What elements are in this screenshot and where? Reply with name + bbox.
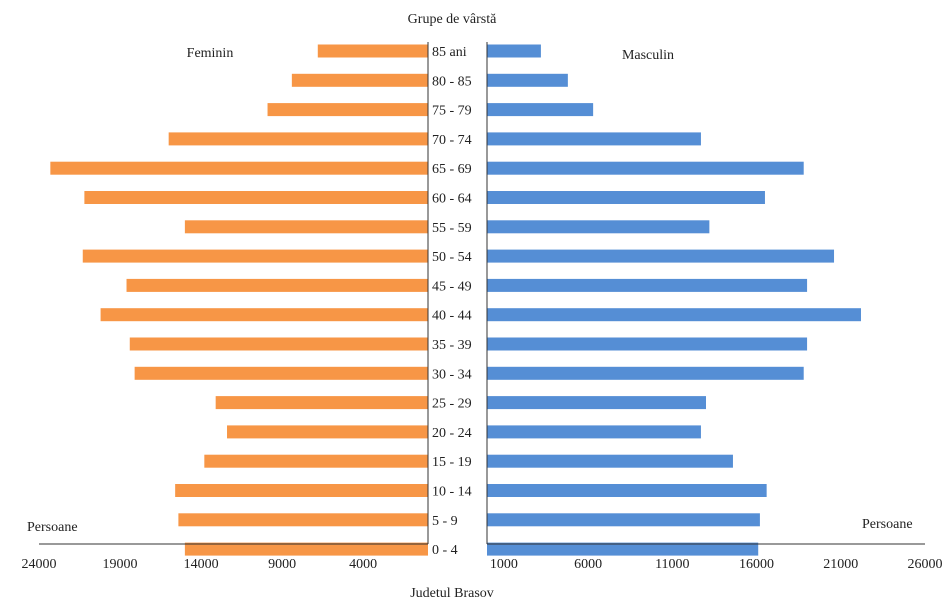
category-label: 50 - 54 — [432, 250, 472, 265]
bar-masculin — [487, 249, 835, 263]
left-tick-label: 24000 — [22, 557, 57, 572]
left-tick-label: 19000 — [103, 557, 138, 572]
category-label: 60 - 64 — [432, 192, 472, 207]
chart-title: Grupe de vârstă — [408, 12, 497, 27]
category-label: 5 - 9 — [432, 514, 458, 529]
left-tick-label: 9000 — [268, 557, 296, 572]
left-tick-label: 14000 — [184, 557, 219, 572]
right-tick-label: 11000 — [655, 557, 689, 572]
right-tick-label: 1000 — [490, 557, 518, 572]
bar-masculin — [487, 396, 706, 410]
category-label: 45 - 49 — [432, 279, 472, 294]
bar-feminin — [178, 513, 428, 527]
bar-feminin — [184, 542, 428, 556]
bar-feminin — [204, 454, 428, 468]
bar-masculin — [487, 366, 804, 380]
right-tick-label: 21000 — [823, 557, 858, 572]
category-label: 25 - 29 — [432, 397, 472, 412]
category-label: 55 - 59 — [432, 221, 472, 236]
bar-feminin — [100, 308, 428, 322]
bar-feminin — [168, 132, 428, 146]
bar-feminin — [84, 191, 428, 204]
bar-feminin — [184, 220, 428, 234]
category-label: 75 - 79 — [432, 104, 472, 119]
bar-masculin — [487, 337, 808, 351]
left-axis-label: Persoane — [27, 520, 78, 535]
legend-masculin: Masculin — [622, 48, 674, 63]
chart-caption: Judetul Brasov — [410, 586, 494, 601]
bar-masculin — [487, 161, 804, 175]
bar-masculin — [487, 484, 767, 497]
bar-masculin — [487, 513, 760, 527]
right-tick-label: 26000 — [908, 557, 943, 572]
category-label: 35 - 39 — [432, 338, 472, 353]
bar-feminin — [291, 73, 428, 87]
bar-feminin — [267, 103, 428, 117]
bar-feminin — [227, 425, 428, 439]
bar-masculin — [487, 73, 568, 87]
bar-masculin — [487, 44, 541, 58]
bar-masculin — [487, 103, 594, 117]
bar-feminin — [175, 484, 428, 497]
category-label: 80 - 85 — [432, 74, 472, 89]
right-axis-label: Persoane — [862, 517, 913, 532]
bar-masculin — [487, 191, 765, 204]
category-label: 0 - 4 — [432, 543, 458, 558]
bar-feminin — [215, 396, 428, 410]
bar-feminin — [82, 249, 428, 263]
left-tick-label: 4000 — [349, 557, 377, 572]
category-label: 20 - 24 — [432, 426, 472, 441]
category-label: 65 - 69 — [432, 162, 472, 177]
category-label: 15 - 19 — [432, 455, 472, 470]
right-tick-label: 6000 — [574, 557, 602, 572]
bar-masculin — [487, 425, 701, 439]
category-label: 85 ani — [432, 45, 467, 60]
category-label: 70 - 74 — [432, 133, 472, 148]
bar-masculin — [487, 132, 701, 146]
bar-feminin — [126, 278, 429, 292]
right-tick-label: 16000 — [739, 557, 774, 572]
bar-masculin — [487, 542, 759, 556]
bar-masculin — [487, 308, 861, 322]
category-label: 10 - 14 — [432, 485, 472, 500]
category-label: 40 - 44 — [432, 309, 472, 324]
category-label: 30 - 34 — [432, 367, 472, 382]
bar-feminin — [50, 161, 429, 175]
bar-feminin — [134, 366, 429, 380]
bar-masculin — [487, 454, 733, 468]
bar-feminin — [317, 44, 428, 58]
legend-feminin: Feminin — [187, 46, 234, 61]
bar-masculin — [487, 278, 808, 292]
bar-feminin — [129, 337, 428, 351]
bar-masculin — [487, 220, 710, 234]
